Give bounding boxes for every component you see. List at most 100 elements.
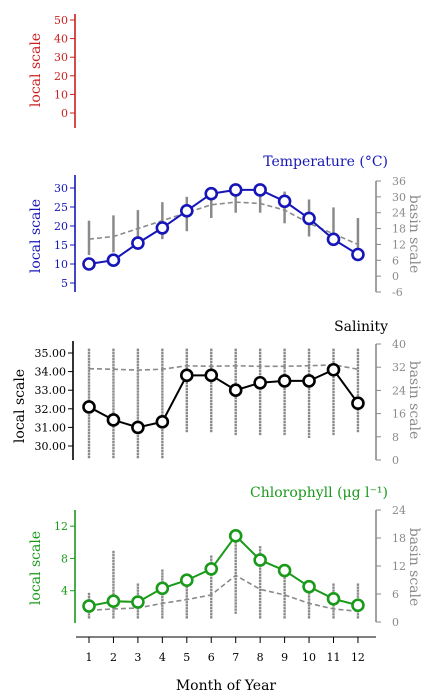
basin-sample-dot [356,387,360,391]
local-point [228,383,243,398]
basin-sample-dot [136,402,140,405]
panel3-y2tick-label: 8 [392,431,399,444]
basin-sample-dot [258,579,262,583]
basin-sample-dot [136,360,140,363]
basin-sample-dot [210,600,213,604]
basin-sample-dot [356,616,360,619]
basin-sample-dot [283,387,286,391]
basin-sample-dot [307,387,311,390]
basin-sample-dot [258,408,262,412]
basin-sample-dot [210,594,213,598]
basin-sample-dot [210,607,213,610]
basin-sample-dot [136,375,140,378]
basin-sample-dot [112,432,115,435]
basin-sample-dot [210,604,213,607]
basin-sample-dot [234,559,237,562]
panel1-ytick-label: 10 [54,88,68,101]
basin-sample-dot [136,452,140,456]
panel1-ylabel: local scale [28,33,44,107]
panel3-ytick-label: 31.00 [35,421,67,434]
basin-sample-dot [210,616,213,619]
basin-sample-dot [87,375,91,378]
basin-sample-dot [112,583,115,586]
basin-sample-dot [356,381,360,385]
basin-sample-dot [234,414,237,418]
basin-sample-dot [283,393,286,397]
basin-sample-dot [112,440,115,444]
basin-sample-dot [161,390,164,393]
basin-sample-dot [307,429,311,432]
basin-sample-dot [283,613,286,616]
basin-sample-dot [258,354,262,358]
basin-sample-dot [185,348,188,351]
basin-sample-dot [87,378,91,381]
basin-sample-dot [185,390,188,394]
basin-sample-dot [161,363,164,366]
panel2-y2tick-label: -6 [392,286,403,299]
panel3-y2tick-label: 32 [392,361,406,374]
basin-sample-dot [87,420,91,423]
basin-sample-dot [185,396,188,400]
basin-sample-dot [283,420,286,424]
basin-sample-dot [258,582,262,586]
basin-sample-dot [283,604,286,607]
basin-sample-dot [161,616,164,619]
local-point [155,581,170,596]
basin-sample-dot [87,432,91,435]
basin-sample-dot [185,420,188,424]
basin-sample-dot [161,405,164,408]
basin-sample-dot [283,423,286,427]
basin-sample-dot [258,591,262,595]
basin-sample-dot [161,607,164,610]
basin-sample-dot [332,429,335,433]
panel2-ytick-label: 25 [54,201,68,214]
basin-sample-dot [332,351,335,355]
basin-sample-dot [332,411,335,415]
basin-sample-dot [332,390,335,394]
basin-sample-dot [283,591,286,595]
salinity-title: Salinity [334,319,388,335]
basin-sample-dot [356,583,360,586]
basin-sample-dot [283,585,286,589]
basin-sample-dot [234,360,237,364]
basin-sample-dot [112,449,115,453]
basin-sample-dot [161,440,164,444]
panel3-y2tick-label: 40 [392,338,406,351]
basin-sample-dot [332,420,335,424]
basin-sample-dot [283,414,286,418]
basin-sample-dot [210,411,213,415]
basin-sample-dot [356,372,360,376]
basin-sample-dot [136,613,140,616]
basin-sample-dot [112,429,115,432]
local-point [155,221,170,235]
basin-sample-dot [112,435,115,438]
basin-sample-dot [161,369,164,372]
basin-sample-dot [112,408,115,411]
basin-sample-dot [112,574,115,577]
basin-sample-dot [307,357,311,360]
panel2-ytick-label: 30 [54,182,68,195]
basin-sample-dot [234,420,237,424]
basin-mean-line [88,364,359,371]
basin-sample-dot [307,411,311,414]
basin-sample-dot [356,417,360,421]
basin-sample-dot [283,579,286,583]
basin-sample-dot [136,393,140,396]
basin-sample-dot [136,417,140,420]
basin-sample-dot [87,455,91,459]
basin-sample-dot [234,378,237,382]
basin-sample-dot [258,411,262,415]
basin-sample-dot [185,402,188,406]
basin-sample-dot [210,405,213,409]
local-point [302,579,316,594]
panel4-y2tick-label: 18 [392,532,406,545]
basin-sample-dot [185,408,188,412]
local-point [204,368,219,383]
basin-sample-dot [258,399,262,403]
basin-sample-dot [234,590,237,593]
basin-sample-dot [356,393,360,397]
basin-sample-dot [234,550,237,553]
basin-sample-dot [356,613,360,616]
basin-sample-dot [87,393,91,396]
basin-sample-dot [258,585,262,589]
